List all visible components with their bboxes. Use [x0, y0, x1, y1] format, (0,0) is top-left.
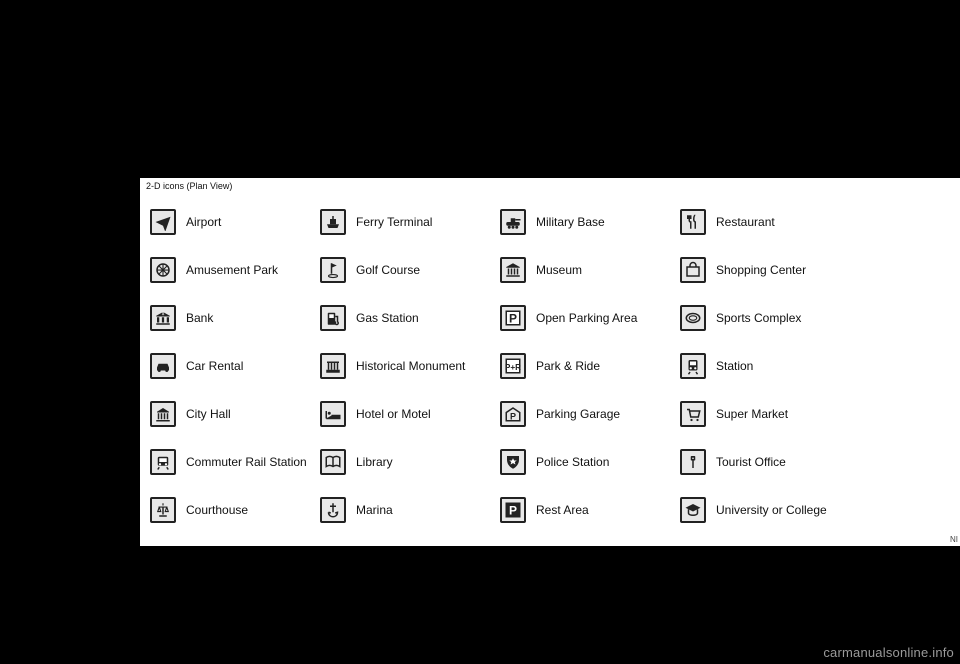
svg-text:P: P: [509, 504, 517, 518]
legend-label: Airport: [186, 215, 221, 229]
legend-label: Car Rental: [186, 359, 243, 373]
museum-icon: [500, 257, 526, 283]
tourist-icon: [680, 449, 706, 475]
legend-item: University or College: [680, 486, 860, 534]
legend-label: Amusement Park: [186, 263, 278, 277]
legend-label: Library: [356, 455, 393, 469]
sports-icon: [680, 305, 706, 331]
legend-item: Airport: [150, 198, 320, 246]
legend-item: Shopping Center: [680, 246, 860, 294]
legend-item: Golf Course: [320, 246, 500, 294]
park-ride-icon: P+R: [500, 353, 526, 379]
legend-label: Police Station: [536, 455, 609, 469]
commuter-rail-icon: [150, 449, 176, 475]
legend-item: Ferry Terminal: [320, 198, 500, 246]
legend-label: Historical Monument: [356, 359, 465, 373]
legend-item: Super Market: [680, 390, 860, 438]
legend-item: Gas Station: [320, 294, 500, 342]
legend-label: Hotel or Motel: [356, 407, 431, 421]
legend-label: Station: [716, 359, 753, 373]
legend-label: Marina: [356, 503, 393, 517]
legend-label: Gas Station: [356, 311, 419, 325]
rest-area-icon: P: [500, 497, 526, 523]
legend-item: City Hall: [150, 390, 320, 438]
restaurant-icon: [680, 209, 706, 235]
legend-label: Open Parking Area: [536, 311, 637, 325]
marina-icon: [320, 497, 346, 523]
legend-label: Commuter Rail Station: [186, 455, 307, 469]
supermarket-icon: [680, 401, 706, 427]
legend-item: P Rest Area: [500, 486, 680, 534]
legend-label: Military Base: [536, 215, 605, 229]
footer-watermark: carmanualsonline.info: [823, 645, 954, 660]
legend-item: Tourist Office: [680, 438, 860, 486]
legend-label: Parking Garage: [536, 407, 620, 421]
legend-label: Bank: [186, 311, 213, 325]
courthouse-icon: [150, 497, 176, 523]
legend-item: Police Station: [500, 438, 680, 486]
legend-item: Station: [680, 342, 860, 390]
legend-item: Library: [320, 438, 500, 486]
legend-label: City Hall: [186, 407, 231, 421]
monument-icon: [320, 353, 346, 379]
legend-item: Historical Monument: [320, 342, 500, 390]
icon-legend-page: 2-D icons (Plan View) Airport Ferry Termi…: [140, 178, 960, 546]
legend-label: Museum: [536, 263, 582, 277]
legend-label: Ferry Terminal: [356, 215, 432, 229]
police-icon: [500, 449, 526, 475]
legend-item: Hotel or Motel: [320, 390, 500, 438]
legend-label: Golf Course: [356, 263, 420, 277]
legend-label: Rest Area: [536, 503, 589, 517]
legend-item: Commuter Rail Station: [150, 438, 320, 486]
legend-label: Super Market: [716, 407, 788, 421]
legend-item: P+R Park & Ride: [500, 342, 680, 390]
legend-item: Military Base: [500, 198, 680, 246]
svg-text:P: P: [510, 411, 516, 421]
legend-item: Sports Complex: [680, 294, 860, 342]
amusement-icon: [150, 257, 176, 283]
legend-label: Shopping Center: [716, 263, 806, 277]
gas-icon: [320, 305, 346, 331]
legend-label: Tourist Office: [716, 455, 786, 469]
svg-text:P: P: [509, 312, 517, 326]
military-icon: [500, 209, 526, 235]
legend-label: Park & Ride: [536, 359, 600, 373]
legend-item: Amusement Park: [150, 246, 320, 294]
legend-item: Restaurant: [680, 198, 860, 246]
car-rental-icon: [150, 353, 176, 379]
parking-open-icon: P: [500, 305, 526, 331]
city-hall-icon: [150, 401, 176, 427]
page-title: 2-D icons (Plan View): [146, 181, 232, 191]
legend-item: Marina: [320, 486, 500, 534]
legend-label: Restaurant: [716, 215, 775, 229]
ferry-icon: [320, 209, 346, 235]
legend-item: P Open Parking Area: [500, 294, 680, 342]
library-icon: [320, 449, 346, 475]
golf-icon: [320, 257, 346, 283]
legend-item: $ Bank: [150, 294, 320, 342]
university-icon: [680, 497, 706, 523]
airport-icon: [150, 209, 176, 235]
legend-item: P Parking Garage: [500, 390, 680, 438]
page-code: NI: [950, 535, 958, 544]
parking-garage-icon: P: [500, 401, 526, 427]
legend-label: University or College: [716, 503, 827, 517]
legend-label: Courthouse: [186, 503, 248, 517]
legend-item: Car Rental: [150, 342, 320, 390]
legend-item: Museum: [500, 246, 680, 294]
legend-label: Sports Complex: [716, 311, 801, 325]
hotel-icon: [320, 401, 346, 427]
station-icon: [680, 353, 706, 379]
shopping-icon: [680, 257, 706, 283]
bank-icon: $: [150, 305, 176, 331]
svg-text:P+R: P+R: [505, 363, 521, 372]
legend-item: Courthouse: [150, 486, 320, 534]
icon-grid: Airport Ferry Terminal Military Base Restau…: [150, 198, 950, 534]
